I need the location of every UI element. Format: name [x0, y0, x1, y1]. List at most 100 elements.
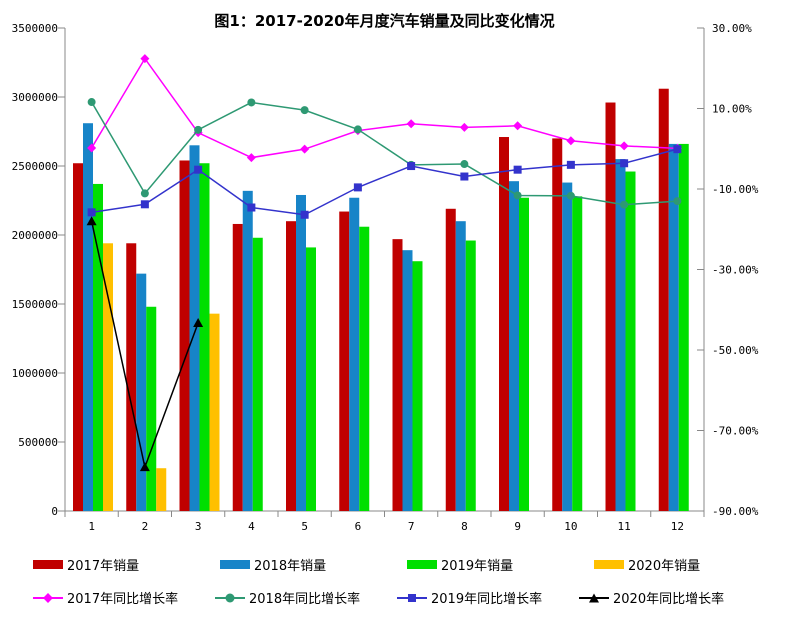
bar-y2020-m3: [209, 313, 220, 511]
left-axis-label: 1500000: [12, 298, 58, 311]
legend-item-2019-sales: 2019年销量: [407, 555, 594, 574]
legend-label-2018-growth: 2018年同比增长率: [249, 592, 361, 607]
legend-label-2017-growth: 2017年同比增长率: [67, 592, 179, 607]
x-axis-label: 11: [618, 520, 631, 533]
legend-label-2017-sales: 2017年销量: [67, 559, 140, 574]
right-axis-label: 10.00%: [712, 103, 752, 116]
legend-marker-2020-growth: [579, 591, 609, 604]
bar-y2019-m12: [678, 143, 689, 512]
legend-label-2019-growth: 2019年同比增长率: [431, 592, 543, 607]
left-axis-label: 2000000: [12, 229, 58, 242]
x-axis-label: 4: [248, 520, 255, 533]
bar-y2018-m9: [509, 181, 519, 511]
legend-marker-2018-growth: [215, 591, 245, 604]
growth-marker-y2019-m11: [620, 159, 629, 168]
bar-y2019-m9: [519, 197, 529, 512]
bar-y2018-m4: [242, 190, 253, 511]
bar-y2017-m7: [392, 239, 403, 511]
left-axis-label: 1000000: [12, 367, 58, 380]
bar-y2019-m6: [359, 226, 370, 511]
legend-item-2019-growth: 2019年同比增长率: [397, 588, 579, 607]
bar-y2018-m6: [349, 197, 360, 512]
growth-marker-y2018-m3: [194, 125, 203, 134]
bar-y2018-m12: [668, 143, 679, 512]
growth-marker-y2018-m6: [353, 125, 362, 134]
x-axis-label: 8: [461, 520, 468, 533]
left-axis-label: 3000000: [12, 91, 58, 104]
legend-item-2017-growth: 2017年同比增长率: [33, 588, 215, 607]
bar-y2017-m1: [73, 163, 83, 512]
bar-y2017-m2: [126, 243, 137, 511]
x-axis-label: 9: [514, 520, 521, 533]
legend: 2017年销量 2018年销量 2019年销量 2020年销量 2017年同比增…: [0, 548, 792, 614]
growth-marker-y2020-m3: [193, 318, 204, 328]
legend-item-2018-growth: 2018年同比增长率: [215, 588, 397, 607]
bar-y2019-m2: [146, 306, 157, 511]
bar-y2017-m12: [658, 88, 669, 511]
bar-y2017-m3: [179, 160, 190, 512]
bar-y2018-m10: [562, 182, 573, 511]
bar-y2019-m5: [306, 247, 316, 512]
growth-marker-y2017-m9: [513, 121, 523, 131]
growth-marker-y2019-m1: [87, 208, 96, 217]
bar-y2020-m1: [103, 243, 113, 511]
x-axis-label: 7: [408, 520, 415, 533]
growth-line-y2019: [91, 148, 678, 216]
legend-item-2017-sales: 2017年销量: [33, 555, 220, 574]
x-axis-label: 12: [671, 520, 684, 533]
legend-marker-2019-growth: [397, 591, 427, 604]
bar-y2018-m8: [455, 221, 466, 511]
growth-marker-y2019-m10: [566, 160, 575, 169]
growth-marker-y2018-m10: [566, 191, 575, 200]
growth-marker-y2019-m2: [140, 200, 149, 209]
bar-y2019-m3: [199, 163, 210, 512]
legend-swatch-2020-sales: [594, 560, 624, 569]
legend-row-growth: 2017年同比增长率 2018年同比增长率 2019年同比增长率 2020年同比…: [0, 581, 792, 614]
legend-item-2020-sales: 2020年销量: [594, 555, 781, 574]
right-axis-label: -90.00%: [712, 505, 759, 518]
x-axis-label: 3: [195, 520, 202, 533]
legend-label-2018-sales: 2018年销量: [254, 559, 327, 574]
x-axis-label: 5: [301, 520, 308, 533]
bar-y2017-m10: [552, 138, 563, 511]
bar-y2019-m11: [625, 171, 636, 511]
growth-marker-y2019-m9: [513, 165, 522, 174]
growth-marker-y2017-m4: [246, 153, 256, 163]
growth-marker-y2017-m8: [459, 122, 469, 132]
bar-y2019-m4: [252, 237, 263, 511]
x-axis-label: 1: [88, 520, 95, 533]
right-axis-label: -10.00%: [712, 183, 759, 196]
legend-item-2018-sales: 2018年销量: [220, 555, 407, 574]
legend-label-2020-growth: 2020年同比增长率: [613, 592, 725, 607]
right-axis-label: 30.00%: [712, 22, 752, 35]
growth-marker-y2019-m12: [673, 145, 682, 154]
legend-swatch-2018-sales: [220, 560, 250, 569]
growth-marker-y2017-m2: [140, 54, 150, 64]
growth-marker-y2019-m3: [194, 165, 203, 174]
bar-y2017-m9: [499, 137, 509, 511]
legend-label-2020-sales: 2020年销量: [628, 559, 701, 574]
growth-marker-y2017-m7: [406, 119, 416, 129]
growth-marker-y2017-m10: [566, 136, 576, 146]
bar-y2019-m1: [93, 183, 103, 511]
bar-y2019-m10: [572, 196, 583, 512]
growth-marker-y2017-m11: [619, 141, 629, 151]
bar-y2018-m5: [296, 194, 306, 512]
growth-marker-y2018-m5: [300, 106, 309, 115]
x-axis-label: 2: [142, 520, 149, 533]
growth-marker-y2018-m11: [620, 200, 629, 209]
growth-marker-y2019-m5: [300, 210, 309, 219]
growth-marker-y2017-m5: [300, 144, 310, 154]
growth-marker-y2020-m1: [86, 216, 97, 226]
bar-y2017-m4: [232, 223, 243, 511]
bar-y2017-m11: [605, 102, 616, 512]
growth-marker-y2018-m8: [460, 160, 469, 169]
growth-marker-y2018-m2: [140, 189, 149, 198]
legend-item-2020-growth: 2020年同比增长率: [579, 588, 761, 607]
bar-y2018-m11: [615, 159, 626, 511]
legend-label-2019-sales: 2019年销量: [441, 559, 514, 574]
chart-title: 图1：2017-2020年月度汽车销量及同比变化情况: [214, 12, 555, 30]
bar-y2017-m6: [339, 211, 350, 512]
bar-y2018-m7: [402, 250, 413, 511]
bar-y2018-m1: [83, 123, 93, 511]
